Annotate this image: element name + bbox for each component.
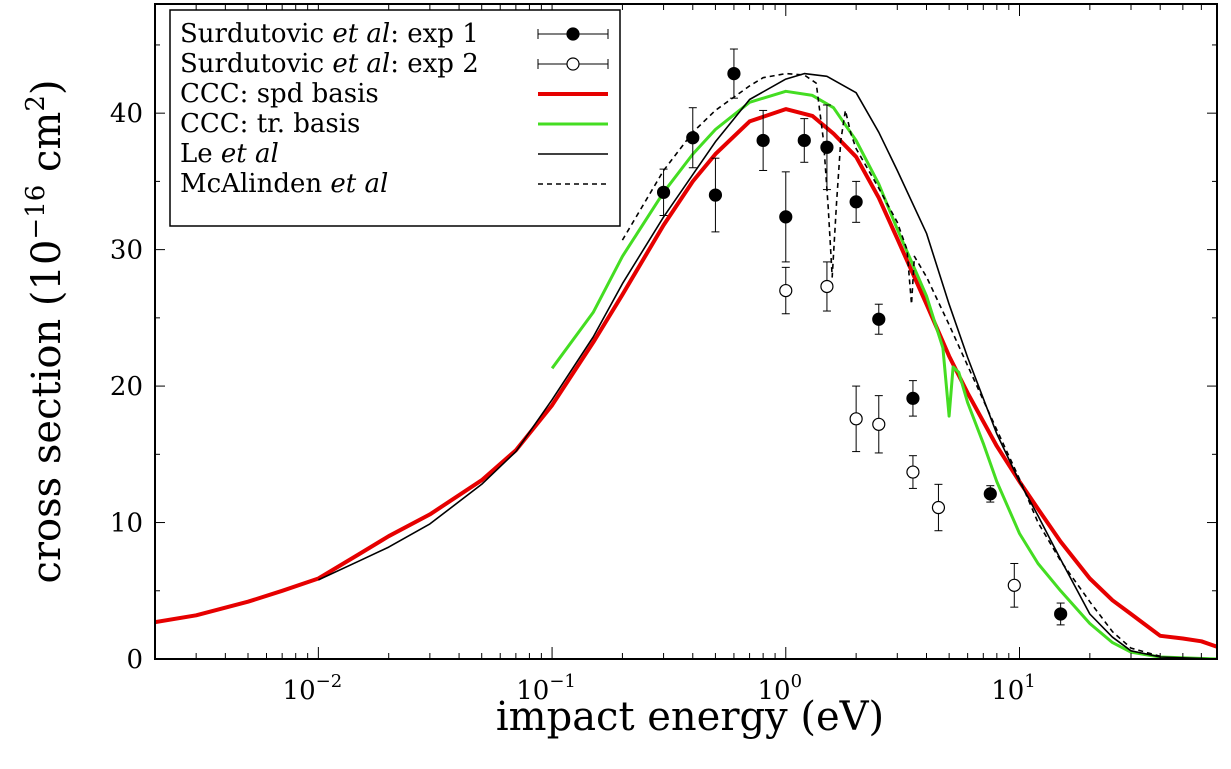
legend-label: CCC: tr. basis <box>180 109 360 139</box>
x-tick-label: 101 <box>991 671 1036 706</box>
data-point-exp1 <box>983 485 997 503</box>
data-point-exp1 <box>906 380 920 417</box>
marker <box>931 500 946 515</box>
marker <box>820 279 834 294</box>
marker <box>727 66 741 81</box>
marker <box>906 465 920 479</box>
y-tick-label: 10 <box>110 509 143 539</box>
data-point-exp1 <box>727 48 741 99</box>
y-tick-label: 40 <box>110 99 143 129</box>
legend-marker <box>566 27 580 41</box>
data-point-exp1 <box>849 180 863 223</box>
legend-item-ccc_spd: CCC: spd basis <box>180 79 608 109</box>
legend-item-exp2: Surdutovic et al: exp 2 <box>180 49 609 79</box>
legend-box <box>169 9 621 227</box>
marker <box>656 185 671 199</box>
legend-label: Surdutovic et al: exp 1 <box>180 19 479 49</box>
legend-label: Surdutovic et al: exp 2 <box>180 49 479 79</box>
data-point-exp2 <box>820 261 834 312</box>
legend-item-le: Le et al <box>180 139 608 169</box>
legend-label: CCC: spd basis <box>180 79 379 109</box>
series-line-mcalinden <box>621 72 1161 658</box>
data-point-exp1 <box>686 107 700 169</box>
marker <box>708 188 723 202</box>
series-line-ccc_tr <box>550 89 1217 659</box>
marker <box>820 140 834 154</box>
data-point-exp1 <box>1054 602 1068 626</box>
legend-marker <box>566 57 580 71</box>
y-axis-title: cross section (10−16 cm2) <box>21 80 70 584</box>
y-tick-label: 20 <box>110 372 143 402</box>
data-point-exp1 <box>756 109 770 171</box>
data-point-exp1 <box>779 171 793 263</box>
data-point-exp2 <box>872 395 886 454</box>
legend-label: McAlinden et al <box>180 169 388 199</box>
legend-item-mcalinden: McAlinden et al <box>180 169 608 199</box>
legend-item-exp1: Surdutovic et al: exp 1 <box>180 19 609 49</box>
data-point-exp2 <box>931 483 946 532</box>
marker <box>797 133 811 148</box>
marker <box>983 487 997 501</box>
marker <box>756 133 770 148</box>
series-line-ccc_spd <box>155 107 1217 649</box>
marker <box>872 312 886 326</box>
x-tick-label: 100 <box>758 671 803 706</box>
data-point-exp1 <box>708 157 723 233</box>
data-points-layer <box>656 48 1068 626</box>
marker <box>779 283 793 298</box>
data-point-exp2 <box>1007 562 1021 608</box>
data-point-exp2 <box>849 385 863 453</box>
data-point-exp1 <box>872 303 886 335</box>
marker <box>686 131 700 145</box>
plot-frame <box>154 3 1218 660</box>
data-point-exp1 <box>820 104 834 191</box>
y-tick-label: 0 <box>126 645 143 675</box>
data-point-exp2 <box>779 266 793 315</box>
data-point-exp1 <box>656 168 671 217</box>
marker <box>849 195 863 209</box>
legend-label: Le et al <box>180 139 279 169</box>
marker <box>906 391 920 405</box>
legend-item-ccc_tr: CCC: tr. basis <box>180 109 608 139</box>
data-point-exp2 <box>906 455 920 489</box>
x-axis-title: impact energy (eV) <box>496 694 884 740</box>
y-tick-label: 30 <box>110 236 143 266</box>
marker <box>872 417 886 431</box>
series-layer <box>155 72 1217 659</box>
marker <box>849 412 863 426</box>
marker <box>779 210 793 224</box>
x-tick-label: 10−2 <box>283 671 343 706</box>
data-point-exp1 <box>797 118 811 163</box>
marker <box>1007 578 1021 592</box>
marker <box>1054 607 1068 621</box>
axis-ticks: 0 10 20 30 40 10−2 10−1 100 101 <box>110 4 1218 706</box>
x-tick-label: 10−1 <box>516 671 576 706</box>
